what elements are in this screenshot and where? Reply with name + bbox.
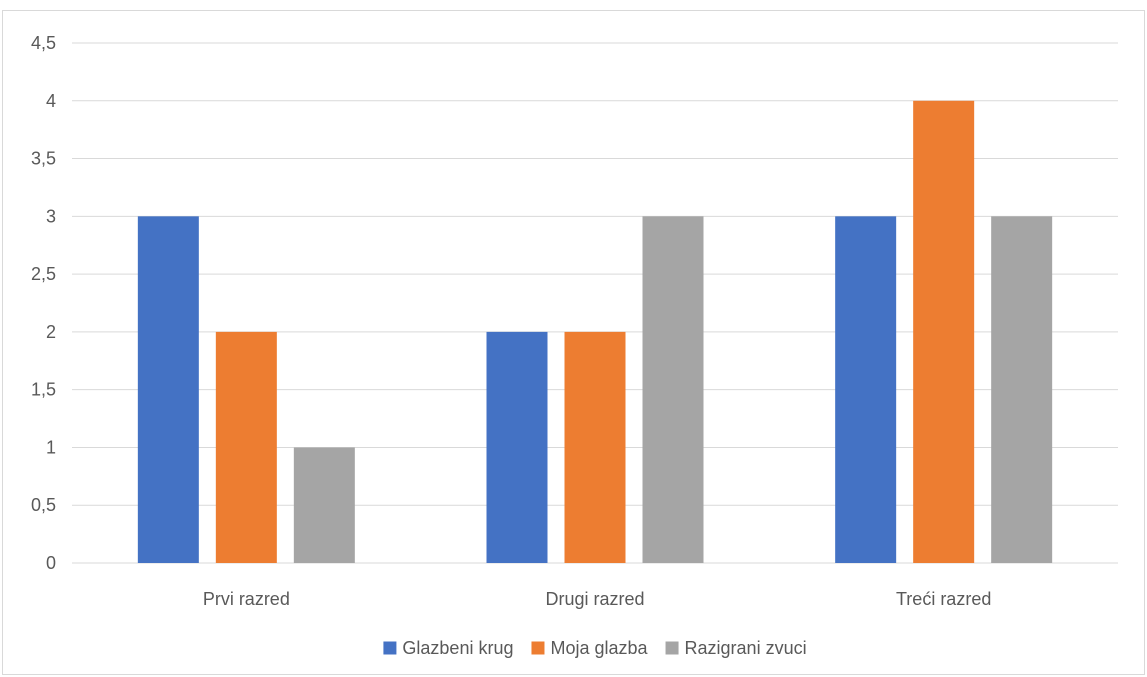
bar-razigrani-zvuci-1 <box>293 447 355 563</box>
y-tick-label: 1 <box>46 437 56 457</box>
y-tick-label: 0 <box>46 553 56 573</box>
legend-swatch <box>531 641 545 655</box>
bar-moja-glazba-3 <box>913 100 975 564</box>
y-tick-label: 4 <box>46 91 56 111</box>
y-tick-label: 1,5 <box>31 380 56 400</box>
category-label: Treći razred <box>896 589 991 609</box>
y-tick-label: 2,5 <box>31 264 56 284</box>
y-tick-label: 2 <box>46 322 56 342</box>
bars <box>137 100 1053 564</box>
legend: Glazbeni krug Moja glazba Razigrani zvuci <box>383 638 807 658</box>
y-tick-label: 3,5 <box>31 149 56 169</box>
category-label: Drugi razred <box>545 589 644 609</box>
bar-moja-glazba-1 <box>215 331 277 563</box>
y-tick-label: 3 <box>46 206 56 226</box>
legend-label: Moja glazba <box>550 638 648 658</box>
y-tick-label: 0,5 <box>31 495 56 515</box>
legend-swatch <box>383 641 397 655</box>
y-axis-tick-labels: 0 0,5 1 1,5 2 2,5 3 3,5 4 4,5 <box>31 33 56 573</box>
legend-swatch <box>665 641 679 655</box>
legend-label: Razigrani zvuci <box>685 638 807 658</box>
bar-glazbeni-krug-1 <box>137 216 199 564</box>
bar-razigrani-zvuci-3 <box>991 216 1053 564</box>
bar-glazbeni-krug-2 <box>486 331 548 563</box>
bar-razigrani-zvuci-2 <box>642 216 704 564</box>
bar-moja-glazba-2 <box>564 331 626 563</box>
bar-glazbeni-krug-3 <box>835 216 897 564</box>
category-label: Prvi razred <box>203 589 290 609</box>
x-axis-category-labels: Prvi razred Drugi razred Treći razred <box>203 589 992 609</box>
legend-label: Glazbeni krug <box>402 638 513 658</box>
y-tick-label: 4,5 <box>31 33 56 53</box>
